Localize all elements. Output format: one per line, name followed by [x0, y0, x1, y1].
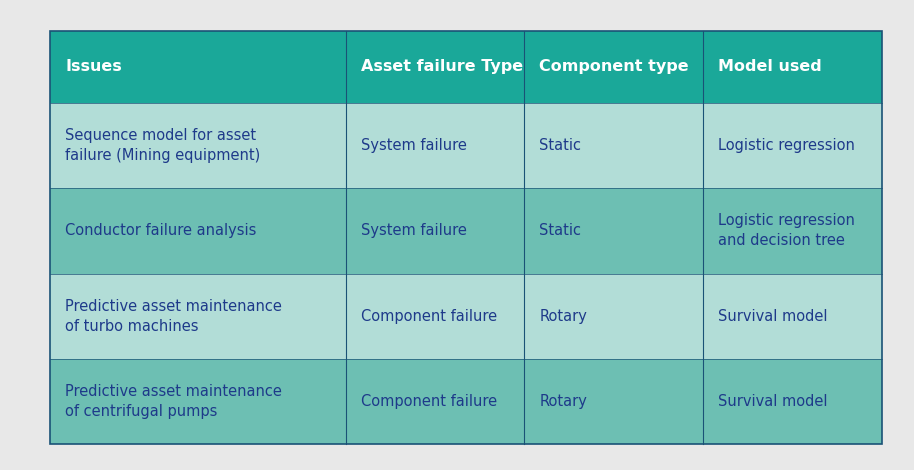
Text: Static: Static [539, 223, 581, 238]
Bar [50, 103, 882, 188]
Text: Predictive asset maintenance
of centrifugal pumps: Predictive asset maintenance of centrifu… [65, 384, 282, 419]
Text: Survival model: Survival model [718, 309, 828, 324]
Text: Component failure: Component failure [360, 394, 496, 409]
Text: Static: Static [539, 138, 581, 153]
Text: Model used: Model used [718, 59, 822, 74]
Text: Predictive asset maintenance
of turbo machines: Predictive asset maintenance of turbo ma… [65, 299, 282, 334]
Text: Rotary: Rotary [539, 309, 587, 324]
Text: Asset failure Type: Asset failure Type [360, 59, 523, 74]
Text: Conductor failure analysis: Conductor failure analysis [65, 223, 257, 238]
Text: Logistic regression
and decision tree: Logistic regression and decision tree [718, 213, 855, 248]
Bar [50, 31, 882, 444]
Text: System failure: System failure [360, 138, 466, 153]
Text: Rotary: Rotary [539, 394, 587, 409]
Text: Logistic regression: Logistic regression [718, 138, 855, 153]
Text: Component failure: Component failure [360, 309, 496, 324]
Bar [50, 274, 882, 359]
Bar [50, 359, 882, 444]
Text: System failure: System failure [360, 223, 466, 238]
Bar [50, 31, 882, 103]
Text: Sequence model for asset
failure (Mining equipment): Sequence model for asset failure (Mining… [65, 128, 260, 163]
Text: Issues: Issues [65, 59, 122, 74]
Text: Component type: Component type [539, 59, 689, 74]
Bar [50, 188, 882, 274]
Text: Survival model: Survival model [718, 394, 828, 409]
